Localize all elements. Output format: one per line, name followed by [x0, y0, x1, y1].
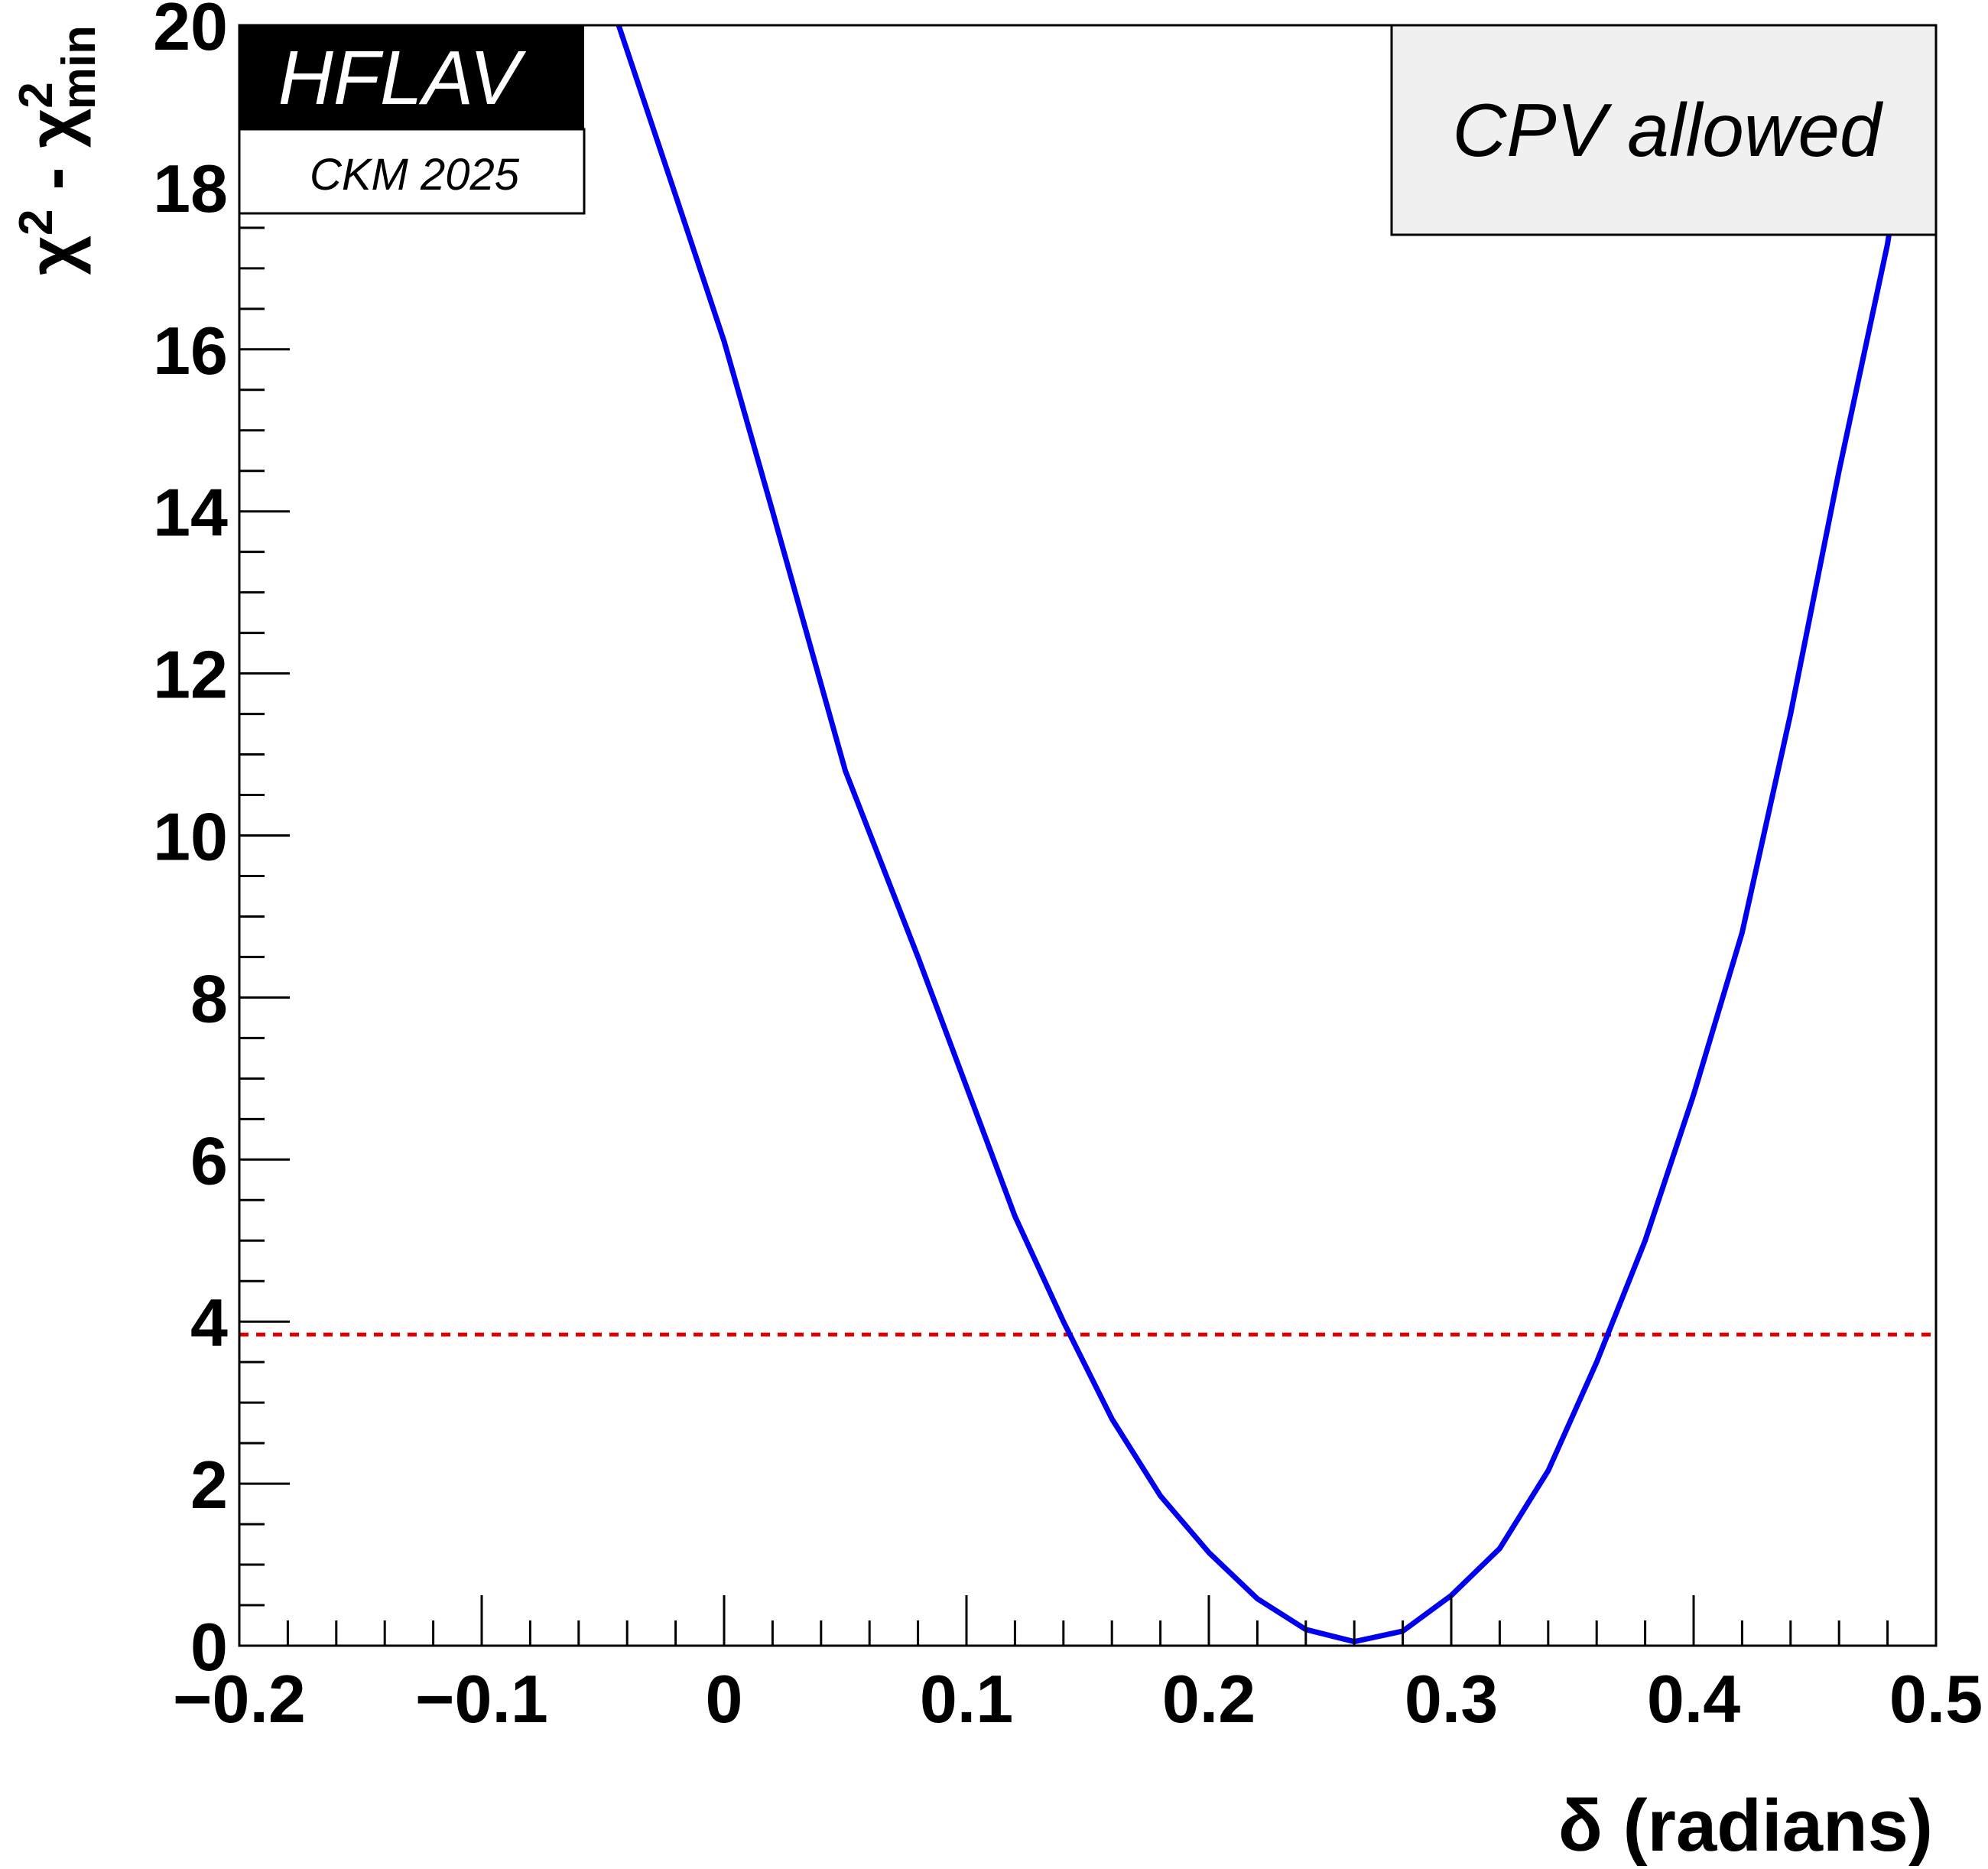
legend-box: [1390, 24, 1938, 236]
y-title-sup: 2: [10, 210, 63, 236]
x-tick-label: −0.1: [415, 1661, 548, 1737]
x-tick-label: 0.3: [1405, 1661, 1498, 1737]
y-tick-label: 10: [153, 799, 228, 875]
y-tick-label: 4: [190, 1285, 228, 1360]
plot-area: [239, 25, 1936, 1646]
y-title-part: χ: [15, 236, 92, 275]
logo-box: [239, 25, 584, 129]
x-tick-label: 0.1: [920, 1661, 1013, 1737]
y-title-sub: min: [53, 25, 106, 109]
y-tick-label: 16: [153, 313, 228, 388]
y-title-sup: 2: [10, 82, 63, 108]
y-tick-label: 20: [153, 0, 228, 64]
logo-subtext: CKM 2025: [310, 150, 520, 200]
y-tick-label: 0: [190, 1609, 228, 1685]
y-tick-label: 18: [153, 151, 228, 226]
y-tick-label: 8: [190, 961, 228, 1036]
y-axis-title: χ2 - χ2min: [10, 25, 106, 275]
axes: 0 2 4 6 8 10 12 14 16 18 20 −0.2 −0.1 0 0.1 0.2 0.3 0.4 0.…: [153, 0, 1983, 1737]
logo-sub-box: [238, 128, 586, 215]
logo-text: HFLAV: [278, 35, 527, 121]
legend-text: CPV allowed: [1452, 88, 1884, 172]
x-tick-label: 0.2: [1162, 1661, 1255, 1737]
x-axis-title: δ (radians): [1558, 1785, 1933, 1867]
x-tick-label: 0.5: [1889, 1661, 1983, 1737]
y-title-part: - χ: [15, 109, 92, 210]
x-tick-label: −0.2: [173, 1661, 306, 1737]
x-tick-label: 0: [706, 1661, 743, 1737]
y-tick-label: 12: [153, 637, 228, 713]
x-tick-label: 0.4: [1647, 1661, 1740, 1737]
y-tick-label: 2: [190, 1447, 228, 1523]
y-tick-label: 14: [153, 475, 228, 551]
y-tick-label: 6: [190, 1123, 228, 1198]
